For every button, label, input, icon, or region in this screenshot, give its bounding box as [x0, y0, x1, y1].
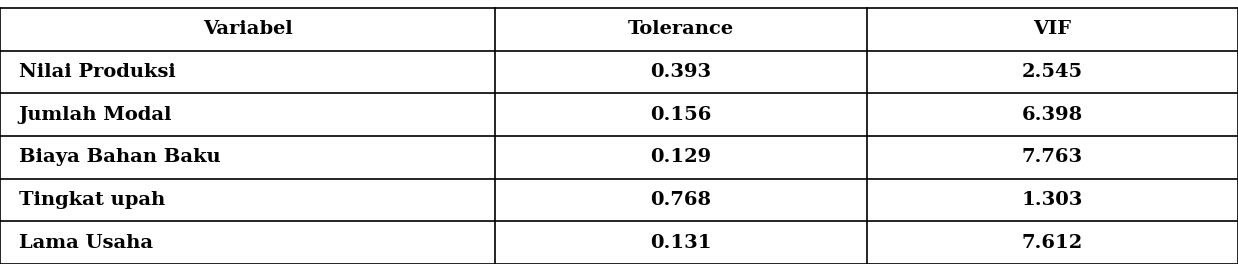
- Text: 0.131: 0.131: [650, 234, 712, 252]
- Text: 0.393: 0.393: [650, 63, 712, 81]
- Text: Nilai Produksi: Nilai Produksi: [19, 63, 176, 81]
- Text: 2.545: 2.545: [1021, 63, 1083, 81]
- Text: 7.612: 7.612: [1021, 234, 1083, 252]
- Text: Jumlah Modal: Jumlah Modal: [19, 106, 172, 124]
- Text: Tolerance: Tolerance: [628, 20, 734, 38]
- Text: 0.129: 0.129: [650, 148, 712, 166]
- Text: 7.763: 7.763: [1021, 148, 1083, 166]
- Text: 6.398: 6.398: [1021, 106, 1083, 124]
- Text: Variabel: Variabel: [203, 20, 292, 38]
- Text: 1.303: 1.303: [1021, 191, 1083, 209]
- Text: Biaya Bahan Baku: Biaya Bahan Baku: [19, 148, 220, 166]
- Text: Tingkat upah: Tingkat upah: [19, 191, 165, 209]
- Text: VIF: VIF: [1034, 20, 1071, 38]
- Text: 0.156: 0.156: [650, 106, 712, 124]
- Text: Lama Usaha: Lama Usaha: [19, 234, 152, 252]
- Text: 0.768: 0.768: [650, 191, 712, 209]
